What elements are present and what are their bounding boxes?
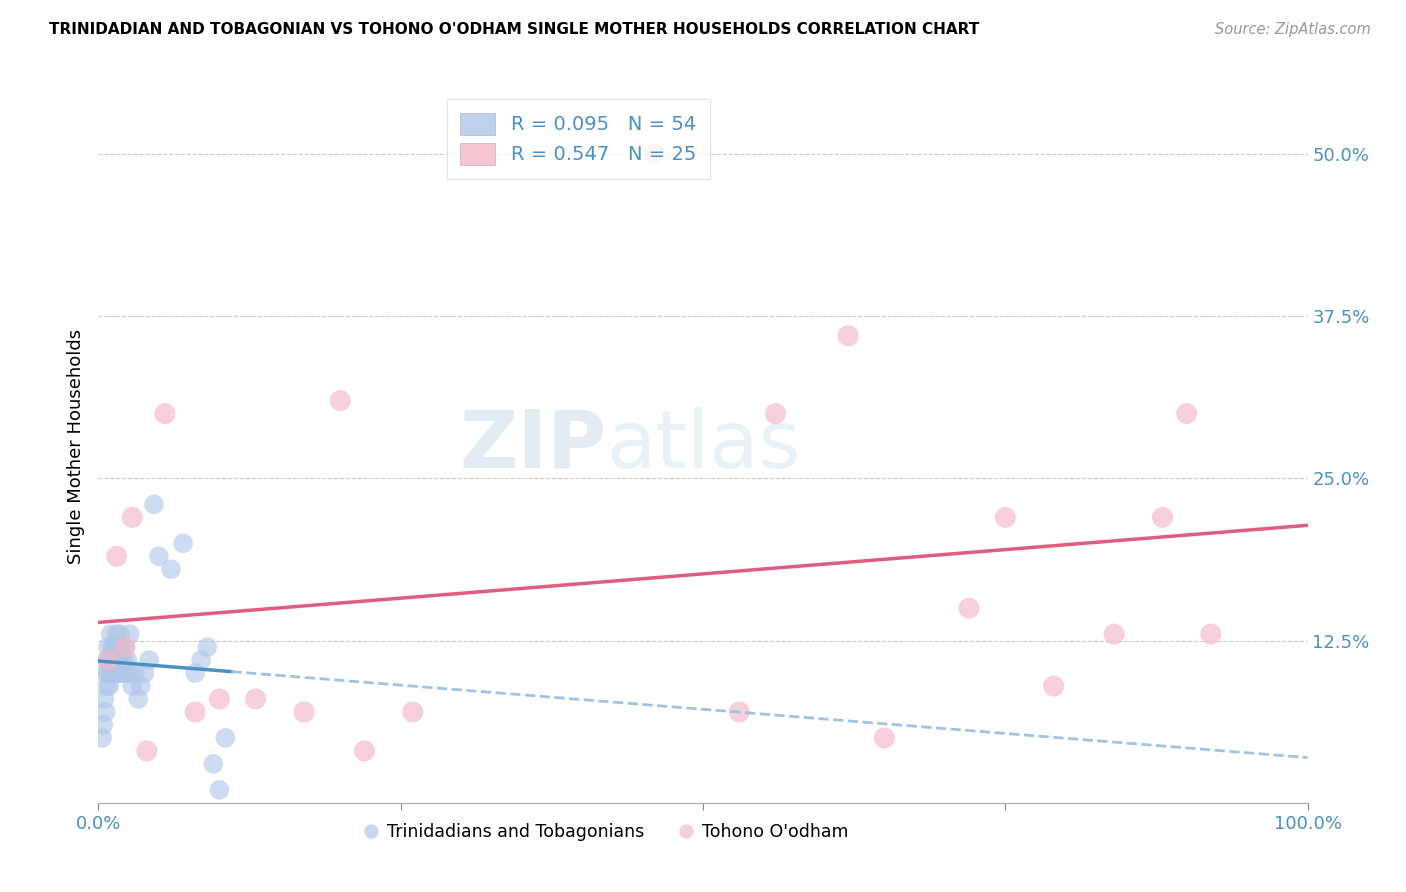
Point: [114, 640, 136, 654]
Point: [104, 653, 127, 667]
Text: Source: ZipAtlas.com: Source: ZipAtlas.com: [1215, 22, 1371, 37]
Point: [91, 718, 114, 732]
Point: [214, 731, 236, 745]
Point: [121, 510, 143, 524]
Point: [108, 653, 131, 667]
Point: [135, 744, 157, 758]
Point: [101, 653, 124, 667]
Point: [1199, 627, 1222, 641]
Point: [202, 756, 225, 771]
Point: [1175, 407, 1198, 421]
Point: [644, 147, 666, 161]
Point: [94, 705, 117, 719]
Point: [1102, 627, 1125, 641]
Point: [765, 407, 787, 421]
Point: [98, 653, 121, 667]
Point: [98, 679, 121, 693]
Point: [148, 549, 170, 564]
Point: [117, 653, 139, 667]
Point: [190, 653, 212, 667]
Point: [402, 705, 425, 719]
Point: [100, 640, 122, 654]
Point: [118, 666, 141, 681]
Point: [1152, 510, 1174, 524]
Point: [124, 666, 146, 681]
Point: [93, 692, 115, 706]
Point: [873, 731, 896, 745]
Point: [292, 705, 315, 719]
Point: [329, 393, 352, 408]
Point: [97, 653, 120, 667]
Point: [121, 679, 143, 693]
Point: [728, 705, 751, 719]
Point: [107, 640, 129, 654]
Point: [110, 653, 132, 667]
Point: [184, 666, 207, 681]
Point: [97, 666, 120, 681]
Point: [994, 510, 1017, 524]
Point: [837, 328, 859, 343]
Point: [100, 653, 122, 667]
Point: [245, 692, 267, 706]
Point: [105, 627, 128, 641]
Point: [108, 666, 131, 681]
Point: [97, 640, 120, 654]
Y-axis label: Single Mother Households: Single Mother Households: [66, 328, 84, 564]
Point: [108, 627, 131, 641]
Point: [138, 653, 160, 667]
Point: [101, 666, 124, 681]
Point: [208, 692, 231, 706]
Point: [110, 640, 132, 654]
Point: [96, 653, 118, 667]
Point: [104, 640, 127, 654]
Point: [184, 705, 207, 719]
Point: [103, 640, 125, 654]
Point: [172, 536, 194, 550]
Point: [107, 653, 129, 667]
Point: [105, 666, 128, 681]
Point: [108, 666, 131, 681]
Point: [153, 407, 176, 421]
Point: [134, 666, 156, 681]
Point: [114, 640, 136, 654]
Text: ZIP: ZIP: [458, 407, 606, 485]
Point: [100, 666, 122, 681]
Point: [100, 627, 122, 641]
Point: [118, 627, 141, 641]
Point: [127, 692, 149, 706]
Legend: Trinidadians and Tobagonians, Tohono O'odham: Trinidadians and Tobagonians, Tohono O'o…: [357, 816, 855, 847]
Text: TRINIDADIAN AND TOBAGONIAN VS TOHONO O'ODHAM SINGLE MOTHER HOUSEHOLDS CORRELATIO: TRINIDADIAN AND TOBAGONIAN VS TOHONO O'O…: [49, 22, 980, 37]
Point: [353, 744, 375, 758]
Point: [143, 497, 166, 511]
Point: [957, 601, 980, 615]
Point: [1042, 679, 1064, 693]
Text: atlas: atlas: [606, 407, 800, 485]
Point: [160, 562, 183, 576]
Point: [111, 666, 134, 681]
Point: [129, 679, 152, 693]
Point: [91, 731, 114, 745]
Point: [105, 549, 128, 564]
Point: [208, 782, 231, 797]
Point: [115, 666, 138, 681]
Point: [112, 653, 135, 667]
Point: [94, 666, 117, 681]
Point: [103, 666, 125, 681]
Point: [195, 640, 218, 654]
Point: [96, 679, 118, 693]
